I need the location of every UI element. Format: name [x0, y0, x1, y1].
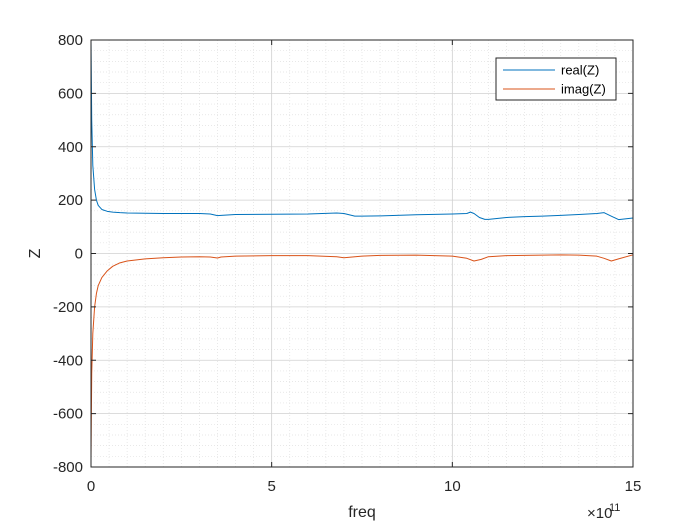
y-tick-label: -600 [53, 406, 83, 423]
x-tick-label: 5 [267, 478, 275, 495]
y-tick-label: 600 [58, 85, 83, 102]
y-tick-label: 400 [58, 139, 83, 156]
legend-label-imag: imag(Z) [561, 82, 606, 97]
series-line-1 [90, 254, 634, 459]
legend-box [495, 57, 617, 101]
axis-ticks [90, 39, 634, 468]
x-tick-label: 15 [625, 478, 642, 495]
x-exponent-base: ×10 [587, 505, 612, 522]
x-exponent-power: 11 [609, 502, 620, 514]
y-tick-label: -400 [53, 352, 83, 369]
y-tick-label: -800 [53, 459, 83, 476]
series-layer [90, 39, 634, 459]
legend: real(Z) imag(Z) [495, 57, 617, 101]
series-line-0 [90, 39, 634, 221]
y-tick-label: 0 [75, 246, 83, 263]
x-axis-exponent: ×10 11 [587, 502, 620, 522]
y-axis-label: Z [27, 248, 44, 258]
x-tick-label: 10 [444, 478, 461, 495]
legend-label-real: real(Z) [561, 63, 599, 78]
y-tick-label: 800 [58, 32, 83, 49]
axis-tick-labels: 0 5 10 15 -800 -600 -400 -200 0 200 400 600 800 [53, 32, 641, 495]
x-axis-label: freq [348, 504, 376, 521]
x-tick-label: 0 [87, 478, 95, 495]
y-tick-label: -200 [53, 299, 83, 316]
y-tick-label: 200 [58, 192, 83, 209]
